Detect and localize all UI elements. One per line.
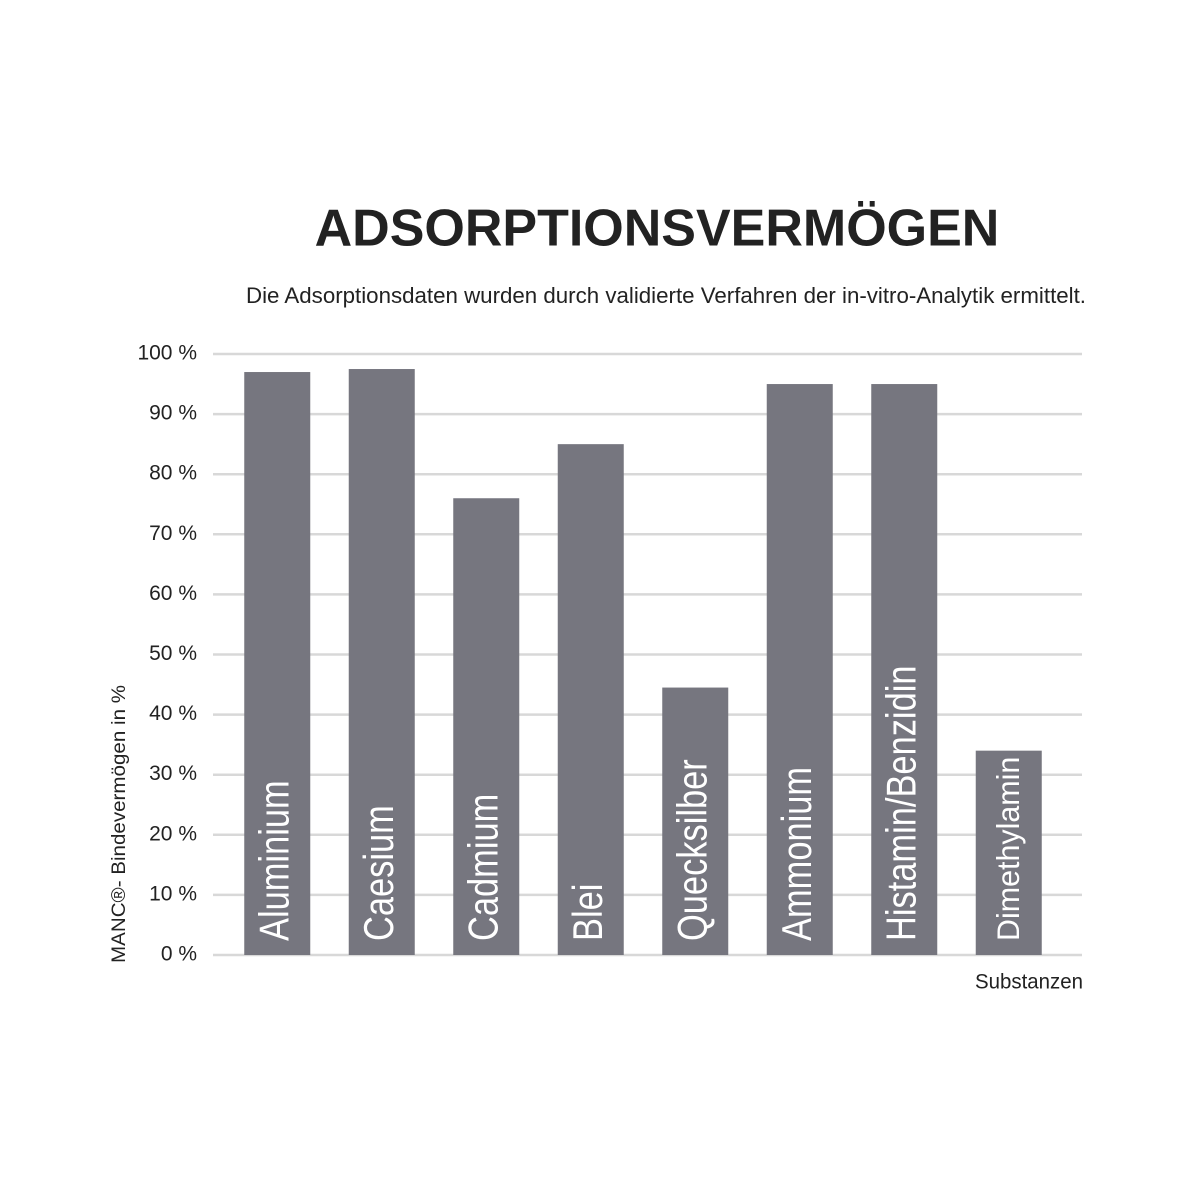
bar [453, 498, 520, 955]
y-tick-label: 80 % [149, 462, 197, 485]
y-tick-label: 40 % [149, 702, 197, 725]
bar-category-label: Histamin/Benzidin [878, 665, 925, 941]
y-tick-label: 60 % [149, 582, 197, 605]
bar [557, 444, 624, 955]
bar-category-label: Quecksilber [669, 759, 716, 941]
y-axis-label: MANC®- Bindevermögen in % [109, 685, 130, 963]
bar-category-label: Blei [565, 884, 612, 941]
bar [871, 384, 938, 955]
y-tick-label: 20 % [149, 822, 197, 845]
bar [975, 750, 1042, 955]
bar [244, 372, 311, 955]
y-tick-label: 0 % [161, 943, 197, 966]
bar-category-label: Ammonium [774, 767, 821, 941]
x-axis-label: Substanzen [975, 971, 1083, 994]
bar-category-label: Cadmium [460, 794, 507, 941]
y-tick-label: 10 % [149, 882, 197, 905]
bar-category-label: Caesium [356, 805, 403, 941]
y-tick-label: 70 % [149, 522, 197, 545]
y-tick-label: 30 % [149, 762, 197, 785]
chart-subtitle: Die Adsorptionsdaten wurden durch validi… [246, 283, 1086, 308]
bar-category-label: Aluminium [251, 780, 298, 941]
bar-category-label: Dimethylamin [991, 757, 1027, 941]
bar [766, 384, 833, 955]
bar [348, 369, 415, 955]
chart-title: ADSORPTIONSVERMÖGEN [315, 200, 1000, 258]
y-tick-label: 100 % [137, 342, 197, 365]
y-tick-label: 50 % [149, 642, 197, 665]
y-tick-label: 90 % [149, 402, 197, 425]
bar [662, 687, 729, 955]
